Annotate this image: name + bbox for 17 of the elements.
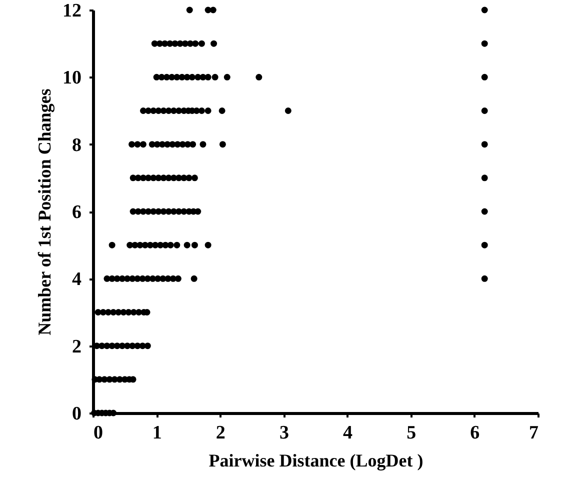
x-tick-label: 0 — [94, 422, 103, 444]
y-tick-label: 10 — [62, 68, 82, 89]
x-tick-label: 7 — [529, 422, 539, 444]
x-tick-label: 4 — [343, 422, 354, 444]
y-tick-label: 2 — [72, 336, 82, 358]
x-tick-label: 6 — [470, 422, 480, 444]
x-tick-label: 1 — [152, 422, 162, 444]
x-tick-label: 3 — [279, 422, 289, 444]
y-tick-label: 6 — [72, 202, 82, 223]
y-axis-title: Number of 1st Position Changes — [34, 88, 54, 336]
y-tick-label: 12 — [62, 0, 82, 22]
x-axis-title: Pairwise Distance (LogDet ) — [208, 450, 424, 470]
y-tick-label: 4 — [72, 269, 82, 290]
y-tick-label: 8 — [72, 134, 82, 156]
x-tick-label: 2 — [216, 422, 226, 444]
x-tick-label: 5 — [406, 422, 416, 444]
y-tick-label: 0 — [72, 404, 82, 424]
